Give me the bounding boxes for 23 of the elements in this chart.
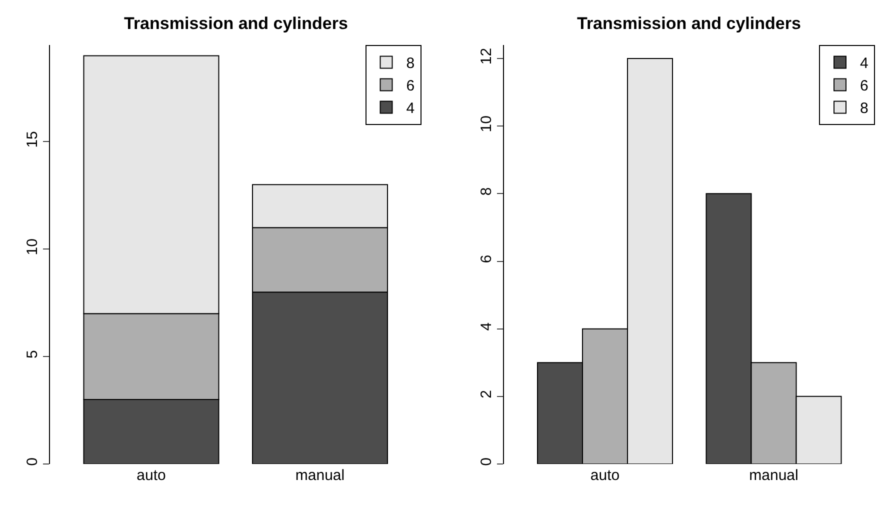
chart-title: Transmission and cylinders [577, 14, 801, 33]
y-tick-label: 0 [478, 458, 495, 466]
y-tick-label: 8 [478, 187, 495, 196]
legend-label: 6 [860, 78, 868, 95]
x-tick-label: auto [590, 467, 620, 484]
legend-label: 4 [406, 100, 415, 118]
x-tick-label: manual [295, 467, 345, 484]
legend-label: 8 [860, 100, 868, 118]
x-tick-label: manual [749, 467, 798, 484]
y-tick-label: 12 [478, 48, 495, 65]
y-tick-label: 10 [24, 238, 41, 256]
y-tick-label: 10 [478, 116, 495, 132]
y-tick-label: 4 [478, 322, 495, 331]
y-tick-label: 2 [478, 390, 495, 398]
chart-title: Transmission and cylinders [124, 14, 348, 33]
legend-label: 4 [860, 55, 868, 72]
y-tick-label: 15 [24, 131, 41, 148]
legend-label: 6 [406, 78, 415, 95]
legend-label: 8 [406, 55, 415, 72]
y-tick-label: 0 [24, 458, 41, 466]
y-tick-label: 6 [478, 254, 495, 264]
x-tick-label: auto [136, 467, 166, 484]
y-tick-label: 5 [24, 350, 41, 358]
